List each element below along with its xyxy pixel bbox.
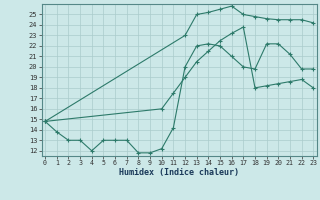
X-axis label: Humidex (Indice chaleur): Humidex (Indice chaleur)	[119, 168, 239, 177]
